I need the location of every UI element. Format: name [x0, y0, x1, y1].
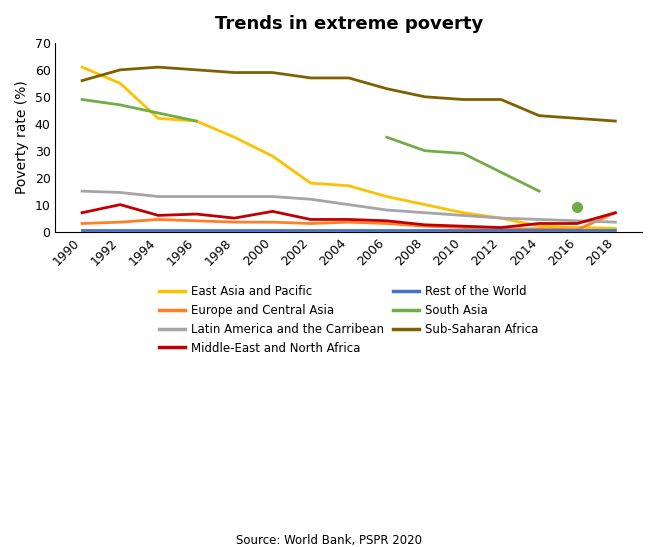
Title: Trends in extreme poverty: Trends in extreme poverty	[215, 15, 483, 33]
Legend: East Asia and Pacific, Europe and Central Asia, Latin America and the Carribean,: East Asia and Pacific, Europe and Centra…	[153, 279, 545, 360]
Y-axis label: Poverty rate (%): Poverty rate (%)	[15, 80, 29, 194]
Text: Source: World Bank, PSPR 2020: Source: World Bank, PSPR 2020	[235, 534, 422, 547]
